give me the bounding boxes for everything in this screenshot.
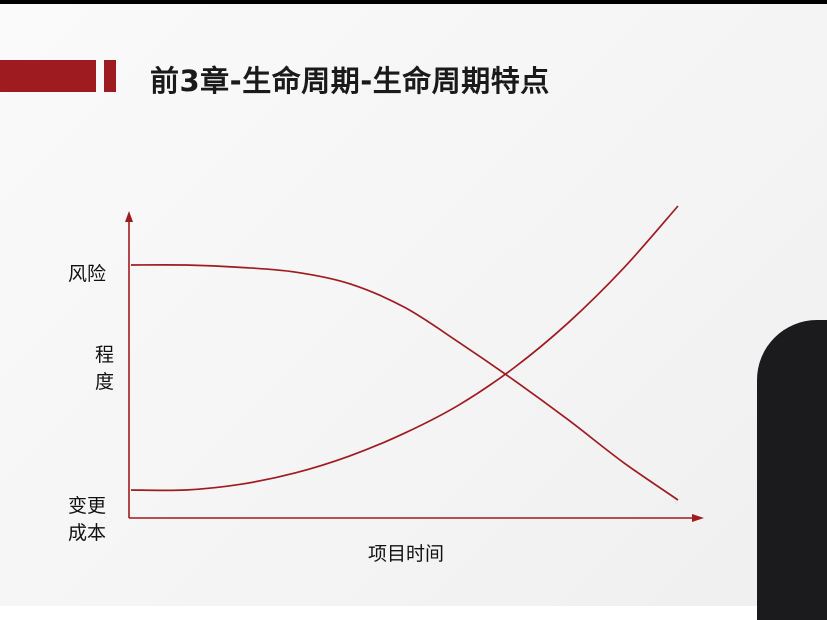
y-label-risk: 风险 <box>68 263 106 285</box>
x-axis-arrow <box>692 514 704 522</box>
y-label-change-2: 成本 <box>68 522 106 544</box>
x-axis-label: 项目时间 <box>368 543 444 565</box>
slide-title: 前3章-生命周期-生命周期特点 <box>150 64 550 98</box>
risk-curve <box>130 263 679 501</box>
y-label-degree-1: 程 <box>95 344 114 366</box>
lifecycle-chart: 风险 程 度 变更 成本 项目时间 <box>68 205 704 565</box>
presenter-silhouette <box>757 320 827 620</box>
y-label-change-1: 变更 <box>68 495 106 517</box>
y-axis-arrow <box>125 211 133 222</box>
title-accent-mark <box>104 60 116 92</box>
y-label-degree-2: 度 <box>95 371 114 393</box>
title-accent-bar <box>0 60 96 92</box>
slide: 前3章-生命周期-生命周期特点 <box>0 4 827 606</box>
window-top-edge <box>0 0 827 4</box>
change-cost-curve <box>130 205 679 492</box>
series-layer <box>130 205 679 501</box>
